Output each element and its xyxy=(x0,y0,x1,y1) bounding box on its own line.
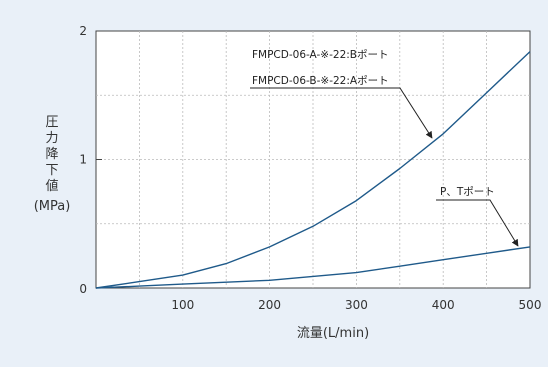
origin-tick-label: 0 xyxy=(79,282,87,296)
y-tick-label: 2 xyxy=(79,24,87,38)
grid-lines xyxy=(96,31,530,288)
y-axis-title-part: 下 xyxy=(45,163,58,178)
series-lines xyxy=(95,51,531,289)
annotation-leader-line xyxy=(436,199,519,247)
annotation-leader-line xyxy=(250,87,433,139)
series-line xyxy=(95,51,531,289)
y-axis-title-part: 力 xyxy=(45,131,58,146)
annotations: FMPCD-06-A-※-22:Bポート FMPCD-06-B-※-22:Aポート… xyxy=(250,49,519,247)
x-tick-label: 200 xyxy=(258,298,281,312)
annotation-label: FMPCD-06-A-※-22:Bポート xyxy=(252,49,389,61)
x-tick-label: 400 xyxy=(432,298,455,312)
x-tick-label: 300 xyxy=(345,298,368,312)
series-line xyxy=(95,246,531,289)
y-axis-title-part: 降 xyxy=(45,147,58,162)
annotation-label: FMPCD-06-B-※-22:Aポート xyxy=(252,75,389,87)
y-axis-title-part: 値 xyxy=(45,178,58,194)
x-axis-title: 流量(L/min) xyxy=(297,326,369,341)
tick-labels: 0 100 200 300 400 500 1 2 xyxy=(79,24,541,312)
y-axis-title-part: 圧 xyxy=(45,115,58,130)
y-axis-title-part: (MPa) xyxy=(34,199,71,214)
annotation-label: P、Tポート xyxy=(440,186,495,198)
x-tick-label: 100 xyxy=(171,298,194,312)
y-tick-label: 1 xyxy=(79,153,87,167)
x-tick-label: 500 xyxy=(519,298,542,312)
